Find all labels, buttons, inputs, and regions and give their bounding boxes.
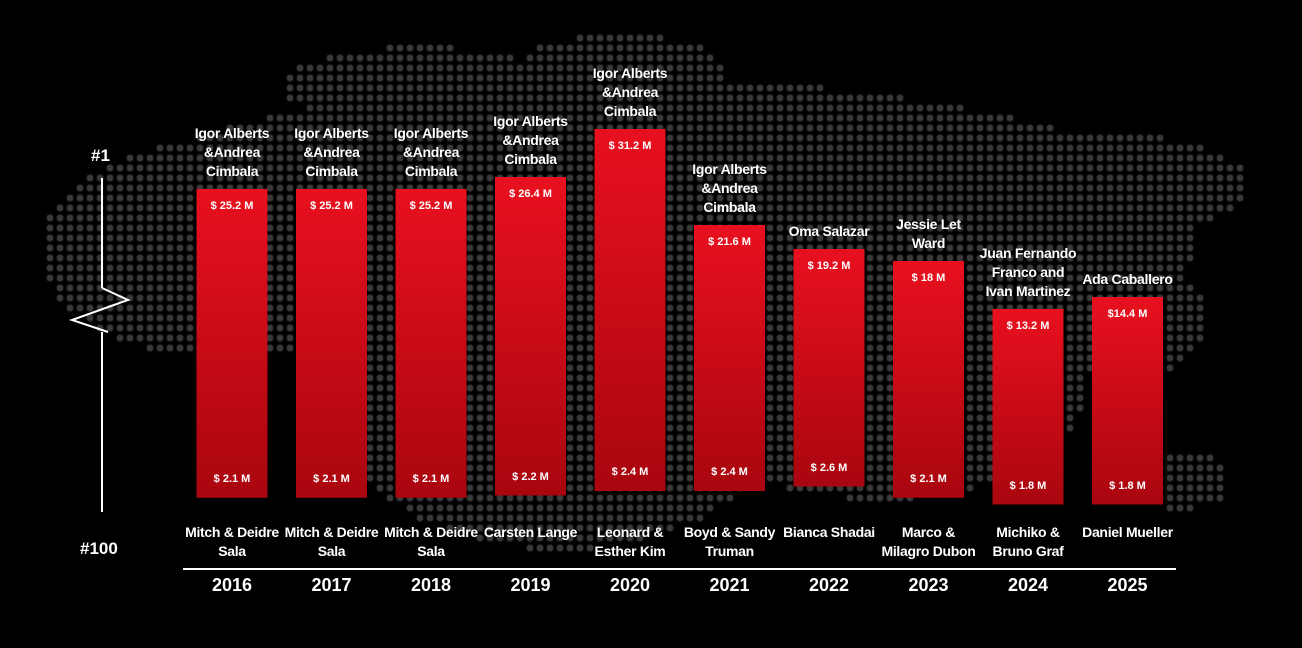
- bottom-value-label: $ 2.1 M: [910, 472, 947, 485]
- year-label-2022: 2022: [808, 575, 850, 595]
- bottom-earner-name: Mitch & Deidre Sala: [284, 524, 379, 559]
- year-label-2018: 2018: [410, 575, 452, 595]
- bottom-value-label: $ 2.6 M: [810, 461, 848, 474]
- rank-top-label: #1: [91, 146, 110, 165]
- top-value-label: $14.4 M: [1107, 308, 1148, 320]
- top-value-label: $ 25.2 M: [210, 200, 254, 212]
- bar-2017: [296, 189, 367, 498]
- bottom-value-label: $ 2.2 M: [512, 470, 549, 483]
- year-label-2019: 2019: [510, 575, 551, 595]
- bottom-value-label: $ 1.8 M: [1009, 479, 1047, 492]
- bottom-earner-name: Marco & Milagro Dubon: [881, 524, 976, 559]
- bottom-value-label: $ 2.1 M: [213, 472, 251, 485]
- bar-2020: [594, 129, 666, 491]
- bar-2019: [495, 177, 566, 496]
- top-earner-name: Igor Alberts &Andrea Cimbala: [194, 125, 270, 179]
- x-axis-baseline: [183, 568, 1176, 570]
- top-value-label: $ 19.2 M: [807, 260, 851, 272]
- year-label-2024: 2024: [1007, 575, 1049, 595]
- top-value-label: $ 18 M: [911, 272, 946, 284]
- bottom-value-label: $ 2.4 M: [611, 466, 649, 478]
- bottom-earner-name: Bianca Shadai: [783, 524, 875, 540]
- top-value-label: $ 25.2 M: [310, 200, 353, 212]
- top-value-label: $ 25.2 M: [409, 200, 453, 212]
- top-earner-name: Jessie Let Ward: [896, 216, 961, 251]
- bottom-earner-name: Boyd & Sandy Truman: [683, 524, 776, 559]
- top-value-label: $ 31.2 M: [608, 140, 652, 152]
- rank-bottom-label: #100: [80, 539, 118, 558]
- bottom-earner-name: Michiko & Bruno Graf: [992, 524, 1064, 559]
- year-label-2020: 2020: [609, 575, 651, 595]
- bar-2018: [395, 189, 467, 498]
- bar-2016: [196, 189, 268, 498]
- top-earner-name: Oma Salazar: [788, 223, 870, 239]
- top-earner-name: Igor Alberts &Andrea Cimbala: [592, 65, 668, 119]
- top-earner-name: Ada Caballero: [1082, 271, 1173, 287]
- year-label-2023: 2023: [908, 575, 949, 595]
- top-value-label: $ 13.2 M: [1006, 320, 1050, 332]
- bar-2022: [793, 249, 865, 487]
- bottom-earner-name: Carsten Lange: [483, 524, 578, 540]
- bar-2024: [992, 309, 1064, 505]
- top-earner-name: Igor Alberts &Andrea Cimbala: [393, 125, 469, 179]
- rank-axis-break-zigzag: [68, 287, 131, 333]
- bar-2025: [1092, 297, 1163, 505]
- bottom-earner-name: Mitch & Deidre Sala: [384, 524, 478, 559]
- top-earner-name: Juan Fernando Franco and Ivan Martinez: [979, 245, 1077, 299]
- bottom-value-label: $ 2.1 M: [412, 472, 450, 485]
- year-label-2021: 2021: [709, 575, 750, 595]
- bottom-value-label: $ 1.8 M: [1109, 479, 1146, 492]
- bottom-value-label: $ 2.4 M: [711, 466, 748, 478]
- bar-2021: [694, 225, 765, 491]
- bottom-value-label: $ 2.1 M: [313, 472, 350, 485]
- top-earner-name: Igor Alberts &Andrea Cimbala: [692, 161, 767, 215]
- bar-2023: [893, 261, 964, 498]
- year-label-2017: 2017: [311, 575, 352, 595]
- year-label-2016: 2016: [211, 575, 253, 595]
- top-earner-name: Igor Alberts &Andrea Cimbala: [294, 125, 369, 179]
- bottom-earner-name: Daniel Mueller: [1082, 524, 1173, 540]
- top-value-label: $ 26.4 M: [509, 188, 552, 200]
- bottom-earner-name: Leonard & Esther Kim: [594, 524, 666, 559]
- bottom-earner-name: Mitch & Deidre Sala: [185, 524, 279, 559]
- year-label-2025: 2025: [1107, 575, 1148, 595]
- top-value-label: $ 21.6 M: [708, 236, 751, 248]
- bars-group: [196, 129, 1163, 505]
- top-earner-name: Igor Alberts &Andrea Cimbala: [493, 113, 568, 167]
